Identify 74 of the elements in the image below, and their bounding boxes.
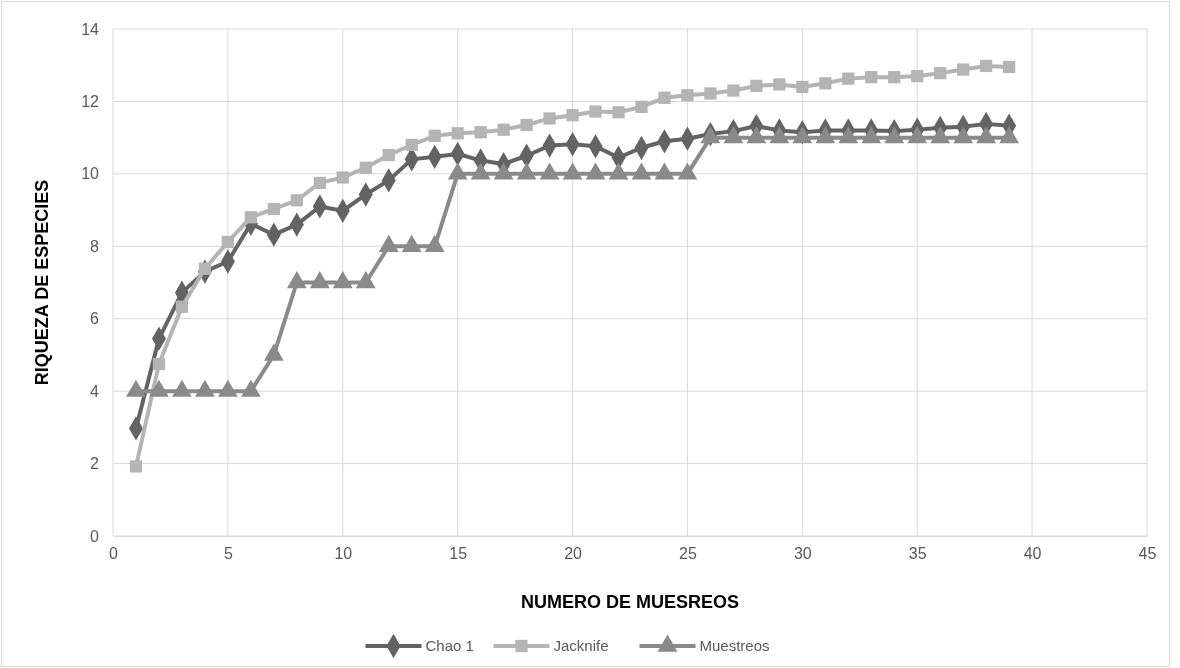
point	[934, 67, 947, 80]
point	[424, 234, 445, 253]
legend-label: Muestreos	[699, 637, 770, 654]
point	[267, 202, 280, 216]
point	[842, 72, 855, 85]
point	[612, 106, 625, 119]
point	[451, 127, 464, 140]
point	[263, 343, 284, 361]
point	[635, 100, 648, 113]
point	[313, 176, 326, 190]
point	[175, 300, 189, 313]
point	[819, 77, 832, 90]
point	[195, 379, 215, 397]
point	[217, 379, 238, 397]
point	[520, 118, 533, 132]
x-axis-title: NUMERO DE MUESREOS	[520, 592, 740, 612]
y-tick-label: 10	[81, 165, 100, 183]
point	[382, 148, 395, 162]
point	[658, 91, 671, 104]
x-tick-label: 30	[793, 545, 812, 563]
x-tick-label: 10	[334, 545, 353, 563]
x-tick-label: 5	[223, 545, 233, 563]
point	[355, 271, 376, 289]
x-tick-label: 35	[908, 545, 927, 563]
x-tick-label: 25	[679, 545, 697, 563]
y-axis-title: RIQUEZA DE ESPECIES	[32, 179, 52, 386]
point	[474, 126, 487, 139]
point	[309, 271, 330, 289]
point	[796, 80, 809, 94]
point	[566, 109, 579, 122]
point	[172, 379, 192, 397]
point	[865, 71, 878, 84]
y-tick-label: 6	[90, 310, 100, 328]
y-tick-label: 0	[90, 527, 100, 545]
point	[681, 89, 694, 102]
point	[244, 211, 257, 224]
point	[149, 379, 169, 397]
y-tick-label: 12	[81, 93, 100, 111]
legend-label: Chao 1	[425, 637, 474, 654]
y-tick-label: 4	[90, 382, 100, 400]
y-tick-label: 8	[90, 237, 100, 255]
point	[980, 59, 993, 73]
point	[750, 79, 763, 92]
point	[221, 235, 235, 249]
point	[589, 105, 602, 118]
point	[336, 171, 349, 184]
point	[359, 161, 372, 174]
point	[290, 194, 303, 207]
point	[957, 63, 970, 76]
y-tick-label: 14	[81, 20, 100, 38]
point	[1003, 60, 1016, 74]
x-tick-label: 15	[449, 545, 468, 563]
x-tick-label: 0	[109, 545, 119, 563]
point	[727, 84, 740, 97]
legend-label: Jacknife	[553, 637, 609, 654]
point	[543, 112, 556, 125]
point	[126, 379, 146, 397]
x-tick-label: 45	[1138, 545, 1157, 563]
x-tick-label: 20	[564, 545, 583, 563]
point	[911, 69, 924, 83]
point	[332, 271, 353, 289]
point	[401, 234, 422, 253]
point	[497, 123, 510, 136]
point	[198, 262, 212, 275]
point	[773, 78, 786, 91]
point	[428, 129, 441, 142]
x-tick-label: 40	[1023, 545, 1042, 563]
y-tick-label: 2	[90, 455, 100, 473]
point	[286, 271, 307, 289]
point	[888, 71, 901, 84]
point	[240, 379, 261, 397]
point	[378, 234, 399, 253]
point	[405, 138, 418, 152]
point	[704, 87, 717, 100]
